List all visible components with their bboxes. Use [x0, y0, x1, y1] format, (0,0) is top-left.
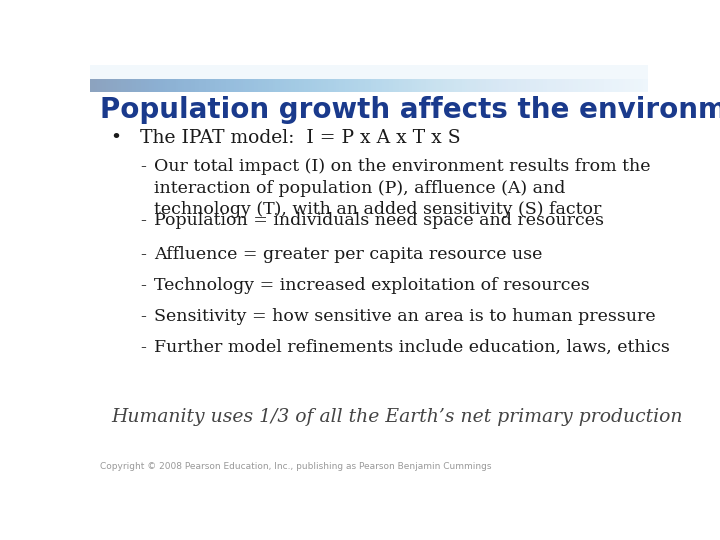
Text: Further model refinements include education, laws, ethics: Further model refinements include educat… — [154, 339, 670, 356]
Text: Copyright © 2008 Pearson Education, Inc., publishing as Pearson Benjamin Cumming: Copyright © 2008 Pearson Education, Inc.… — [100, 462, 492, 471]
Text: Affluence = greater per capita resource use: Affluence = greater per capita resource … — [154, 246, 543, 262]
Text: -: - — [140, 158, 146, 176]
Text: -: - — [140, 339, 146, 356]
Text: Population growth affects the environment: Population growth affects the environmen… — [100, 96, 720, 124]
Text: Population = individuals need space and resources: Population = individuals need space and … — [154, 212, 604, 230]
Text: -: - — [140, 277, 146, 294]
Bar — [90, 65, 648, 92]
Text: Humanity uses 1/3 of all the Earth’s net primary production: Humanity uses 1/3 of all the Earth’s net… — [111, 408, 683, 426]
Text: Our total impact (I) on the environment results from the
interaction of populati: Our total impact (I) on the environment … — [154, 158, 651, 219]
Text: -: - — [140, 212, 146, 230]
Text: Technology = increased exploitation of resources: Technology = increased exploitation of r… — [154, 277, 590, 294]
Text: -: - — [140, 246, 146, 262]
Text: -: - — [140, 308, 146, 325]
Text: Sensitivity = how sensitive an area is to human pressure: Sensitivity = how sensitive an area is t… — [154, 308, 656, 325]
Text: •   The IPAT model:  I = P x A x T x S: • The IPAT model: I = P x A x T x S — [111, 129, 461, 147]
